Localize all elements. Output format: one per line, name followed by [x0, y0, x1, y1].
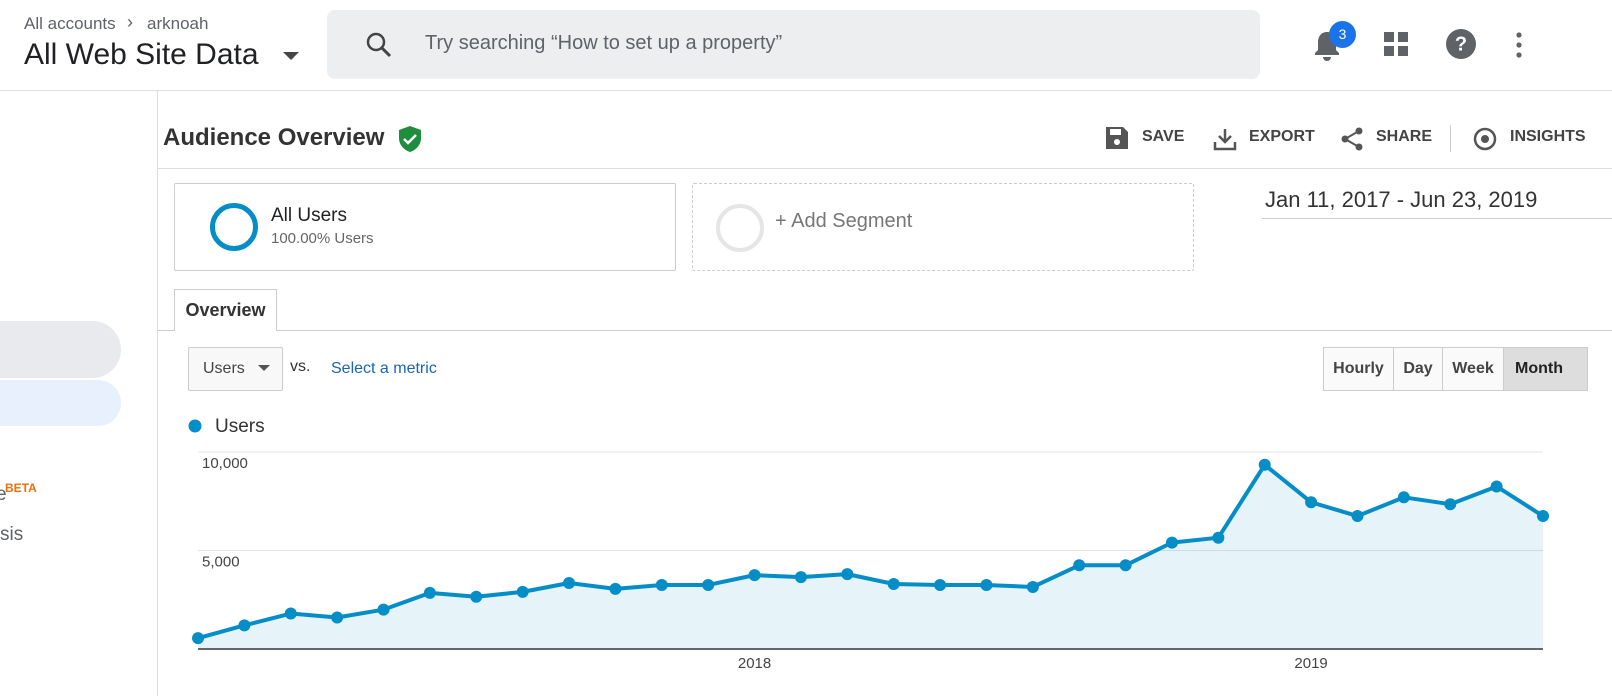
point: [563, 577, 576, 590]
week-button[interactable]: Week: [1442, 347, 1504, 391]
point: [1119, 559, 1132, 572]
point: [470, 590, 483, 603]
point: [748, 569, 761, 582]
add-segment[interactable]: + Add Segment: [775, 210, 913, 232]
insights-button[interactable]: INSIGHTS: [1510, 128, 1586, 145]
search-box[interactable]: [327, 10, 1260, 79]
point: [1490, 480, 1503, 493]
apps-icon[interactable]: [1384, 32, 1410, 58]
point: [1212, 531, 1225, 544]
hourly-button[interactable]: Hourly: [1323, 347, 1394, 391]
more-icon[interactable]: [1514, 32, 1524, 58]
metric-label: Users: [203, 360, 245, 377]
sidebar: [0, 91, 158, 696]
share-button[interactable]: SHARE: [1376, 128, 1433, 145]
nav-text[interactable]: sis: [0, 524, 24, 545]
point: [284, 607, 297, 620]
vs-label: vs.: [290, 358, 311, 375]
point: [1073, 559, 1086, 572]
breadcrumb-sep: ›: [127, 12, 133, 32]
legend-marker: [188, 419, 202, 433]
separator: [1450, 125, 1451, 152]
segment-detail: 100.00% Users: [271, 230, 374, 247]
point: [1305, 496, 1318, 509]
point: [887, 577, 900, 590]
y-tick-label: 5,000: [202, 553, 240, 570]
export-button[interactable]: EXPORT: [1249, 128, 1315, 145]
point: [1258, 458, 1271, 471]
point: [516, 585, 529, 598]
nav-item[interactable]: [0, 321, 121, 378]
point: [609, 582, 622, 595]
select-metric[interactable]: Select a metric: [331, 360, 437, 377]
point: [1444, 498, 1457, 511]
point: [377, 603, 390, 616]
segment-card[interactable]: [174, 183, 676, 271]
chart: 5,000 10,000 2018 2019 Users: [188, 416, 1549, 672]
legend-label: Users: [215, 416, 265, 437]
segment-ring: [716, 204, 764, 252]
point: [1026, 580, 1039, 593]
point: [331, 611, 344, 624]
x-tick-label: 2018: [738, 655, 771, 672]
x-tick-label: 2019: [1294, 655, 1327, 672]
tab[interactable]: Overview: [174, 289, 277, 331]
view-selector[interactable]: All Web Site Data: [24, 38, 259, 71]
breadcrumb-link[interactable]: All accounts: [24, 14, 116, 33]
notification-badge: 3: [1329, 21, 1356, 48]
search-placeholder: Try searching “How to set up a property”: [425, 32, 783, 54]
header: [0, 0, 1612, 91]
line: [197, 462, 1545, 641]
point: [934, 578, 947, 591]
point: [1351, 510, 1364, 523]
export-icon: [1213, 129, 1237, 151]
nav-item[interactable]: [0, 380, 121, 426]
add-segment-card[interactable]: [692, 183, 1194, 271]
save-icon: [1106, 127, 1128, 149]
point: [794, 571, 807, 584]
point: [841, 568, 854, 581]
segment-ring: [210, 203, 258, 251]
area: [198, 464, 1543, 649]
day-button[interactable]: Day: [1393, 347, 1443, 391]
point: [238, 619, 251, 632]
point: [1165, 536, 1178, 549]
share-icon: [1341, 127, 1363, 151]
caret: [258, 365, 270, 371]
point: [702, 578, 715, 591]
insights-icon: [1473, 127, 1497, 151]
verified-icon: [399, 126, 421, 152]
point: [980, 578, 993, 591]
point: [192, 632, 204, 645]
point: [423, 586, 436, 599]
svg-text:?: ?: [1455, 33, 1467, 55]
y-tick-label: 10,000: [202, 455, 248, 472]
caret: [283, 52, 299, 60]
divider: [158, 168, 1612, 169]
beta-tag: BETA: [5, 481, 37, 495]
search-icon: [366, 32, 392, 58]
point: [1537, 510, 1549, 523]
page-title: Audience Overview: [163, 124, 385, 151]
date-range[interactable]: Jan 11, 2017 - Jun 23, 2019: [1262, 187, 1612, 219]
tab-line: [158, 330, 1612, 331]
help-icon[interactable]: ?: [1446, 29, 1476, 59]
point: [1397, 491, 1410, 504]
breadcrumb-link[interactable]: arknoah: [147, 14, 209, 33]
metric-dropdown[interactable]: [188, 347, 283, 391]
segment-name: All Users: [271, 205, 348, 226]
save-button[interactable]: SAVE: [1142, 128, 1185, 145]
month-button[interactable]: Month: [1503, 347, 1588, 391]
point: [655, 578, 668, 591]
nav-text[interactable]: e: [0, 484, 7, 505]
